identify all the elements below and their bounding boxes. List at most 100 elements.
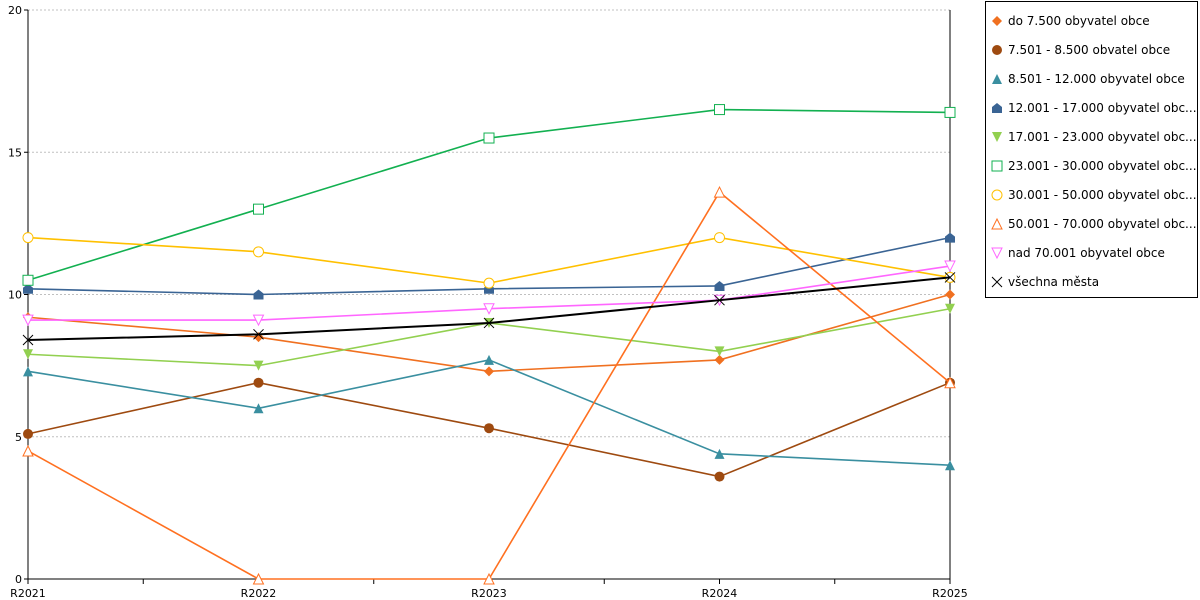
legend-label: nad 70.001 obyvatel obce bbox=[1008, 246, 1165, 260]
legend-marker-icon bbox=[991, 160, 1003, 172]
legend-label: 8.501 - 12.000 obyvatel obce bbox=[1008, 72, 1185, 86]
series-line bbox=[27, 190, 951, 580]
x-tick-label: R2021 bbox=[10, 587, 46, 600]
data-point bbox=[253, 403, 264, 414]
legend-marker bbox=[992, 74, 1002, 84]
legend-item: všechna města bbox=[990, 272, 1099, 292]
legend-item: 23.001 - 30.000 obyvatel obc... bbox=[990, 156, 1197, 176]
legend-item: 8.501 - 12.000 obyvatel obce bbox=[990, 69, 1185, 89]
series-line bbox=[27, 236, 951, 284]
legend-label: 12.001 - 17.000 obyvatel obc... bbox=[1008, 101, 1197, 115]
data-point bbox=[253, 203, 264, 215]
legend-marker bbox=[991, 189, 1003, 201]
legend-label: 50.001 - 70.000 obyvatel obc... bbox=[1008, 217, 1197, 231]
y-tick-label: 15 bbox=[8, 146, 22, 159]
series-3 bbox=[23, 354, 955, 471]
data-point bbox=[483, 132, 495, 144]
series-8 bbox=[22, 185, 956, 585]
series-10 bbox=[22, 272, 956, 346]
series-7 bbox=[22, 232, 956, 289]
legend-label: 23.001 - 30.000 obyvatel obc... bbox=[1008, 159, 1197, 173]
data-point bbox=[252, 314, 265, 327]
data-point bbox=[253, 360, 264, 371]
y-tick-label: 20 bbox=[8, 4, 22, 17]
data-point bbox=[945, 460, 955, 471]
data-point bbox=[945, 232, 955, 243]
x-stroke bbox=[714, 294, 725, 306]
series-6 bbox=[22, 104, 956, 286]
legend-marker bbox=[992, 45, 1002, 55]
data-point bbox=[484, 354, 494, 365]
data-point bbox=[714, 280, 725, 291]
data-point bbox=[253, 328, 264, 340]
data-point bbox=[22, 444, 34, 457]
x-stroke bbox=[483, 317, 495, 329]
data-point bbox=[714, 232, 725, 244]
x-tick-label: R2024 bbox=[702, 587, 738, 600]
data-point bbox=[22, 334, 34, 346]
data-point bbox=[483, 317, 495, 329]
chart-legend: do 7.500 obyvatel obce 7.501 - 8.500 obva… bbox=[985, 1, 1198, 298]
x-stroke bbox=[22, 334, 34, 346]
data-point bbox=[714, 471, 725, 482]
legend-marker bbox=[992, 16, 1002, 26]
legend-item: nad 70.001 obyvatel obce bbox=[990, 243, 1165, 263]
data-point bbox=[714, 294, 725, 306]
legend-label: 17.001 - 23.000 obyvatel obc... bbox=[1008, 130, 1197, 144]
legend-item: 30.001 - 50.000 obyvatel obc... bbox=[990, 185, 1197, 205]
legend-marker-icon bbox=[992, 132, 1002, 142]
data-point bbox=[713, 185, 726, 198]
legend-item: 17.001 - 23.000 obyvatel obc... bbox=[990, 127, 1197, 147]
data-point bbox=[253, 289, 264, 300]
legend-marker-icon bbox=[991, 276, 1003, 288]
data-point bbox=[23, 283, 33, 294]
legend-marker-icon bbox=[992, 103, 1002, 113]
data-point bbox=[23, 428, 33, 439]
data-point bbox=[483, 572, 495, 585]
legend-marker-icon bbox=[991, 247, 1003, 260]
legend-marker-icon bbox=[991, 189, 1003, 201]
x-stroke bbox=[253, 328, 264, 340]
legend-marker-icon bbox=[991, 217, 1003, 230]
legend-label: do 7.500 obyvatel obce bbox=[1008, 14, 1150, 28]
x-stroke bbox=[991, 276, 1003, 288]
legend-marker-icon bbox=[992, 74, 1002, 84]
data-point bbox=[945, 289, 955, 300]
data-point bbox=[714, 354, 725, 365]
x-tick-label: R2023 bbox=[471, 587, 507, 600]
x-tick-label: R2022 bbox=[241, 587, 277, 600]
data-point bbox=[714, 448, 725, 459]
data-point bbox=[483, 303, 495, 315]
y-tick-label: 10 bbox=[8, 289, 22, 302]
data-point bbox=[22, 232, 34, 244]
legend-item: 50.001 - 70.000 obyvatel obc... bbox=[990, 214, 1197, 234]
line-chart: 0 5 10 15 20 R2021 R2022 R2023 R2024 R2025 bbox=[8, 4, 968, 600]
legend-marker bbox=[991, 247, 1003, 260]
y-tick-label: 5 bbox=[15, 431, 22, 444]
x-tick-label: R2025 bbox=[932, 587, 968, 600]
data-point bbox=[484, 366, 494, 377]
data-point bbox=[253, 246, 264, 258]
legend-item: 7.501 - 8.500 obvatel obce bbox=[990, 40, 1170, 60]
legend-marker-icon bbox=[992, 45, 1002, 55]
data-point bbox=[944, 260, 956, 273]
legend-marker bbox=[991, 217, 1003, 230]
data-point bbox=[23, 366, 33, 377]
legend-marker bbox=[991, 160, 1003, 172]
data-point bbox=[944, 272, 956, 283]
series-4 bbox=[23, 232, 955, 300]
legend-marker bbox=[992, 103, 1002, 113]
y-tick-label: 0 bbox=[15, 573, 22, 586]
data-point bbox=[944, 106, 956, 118]
x-stroke bbox=[944, 272, 956, 283]
data-point bbox=[484, 423, 494, 434]
data-point bbox=[252, 572, 265, 585]
legend-marker bbox=[992, 132, 1002, 142]
legend-label: 30.001 - 50.000 obyvatel obc... bbox=[1008, 188, 1197, 202]
legend-label: všechna města bbox=[1008, 275, 1100, 289]
data-point bbox=[253, 377, 264, 388]
data-point bbox=[714, 346, 725, 357]
data-point bbox=[23, 349, 33, 360]
data-point bbox=[483, 277, 495, 289]
legend-marker bbox=[991, 276, 1003, 288]
